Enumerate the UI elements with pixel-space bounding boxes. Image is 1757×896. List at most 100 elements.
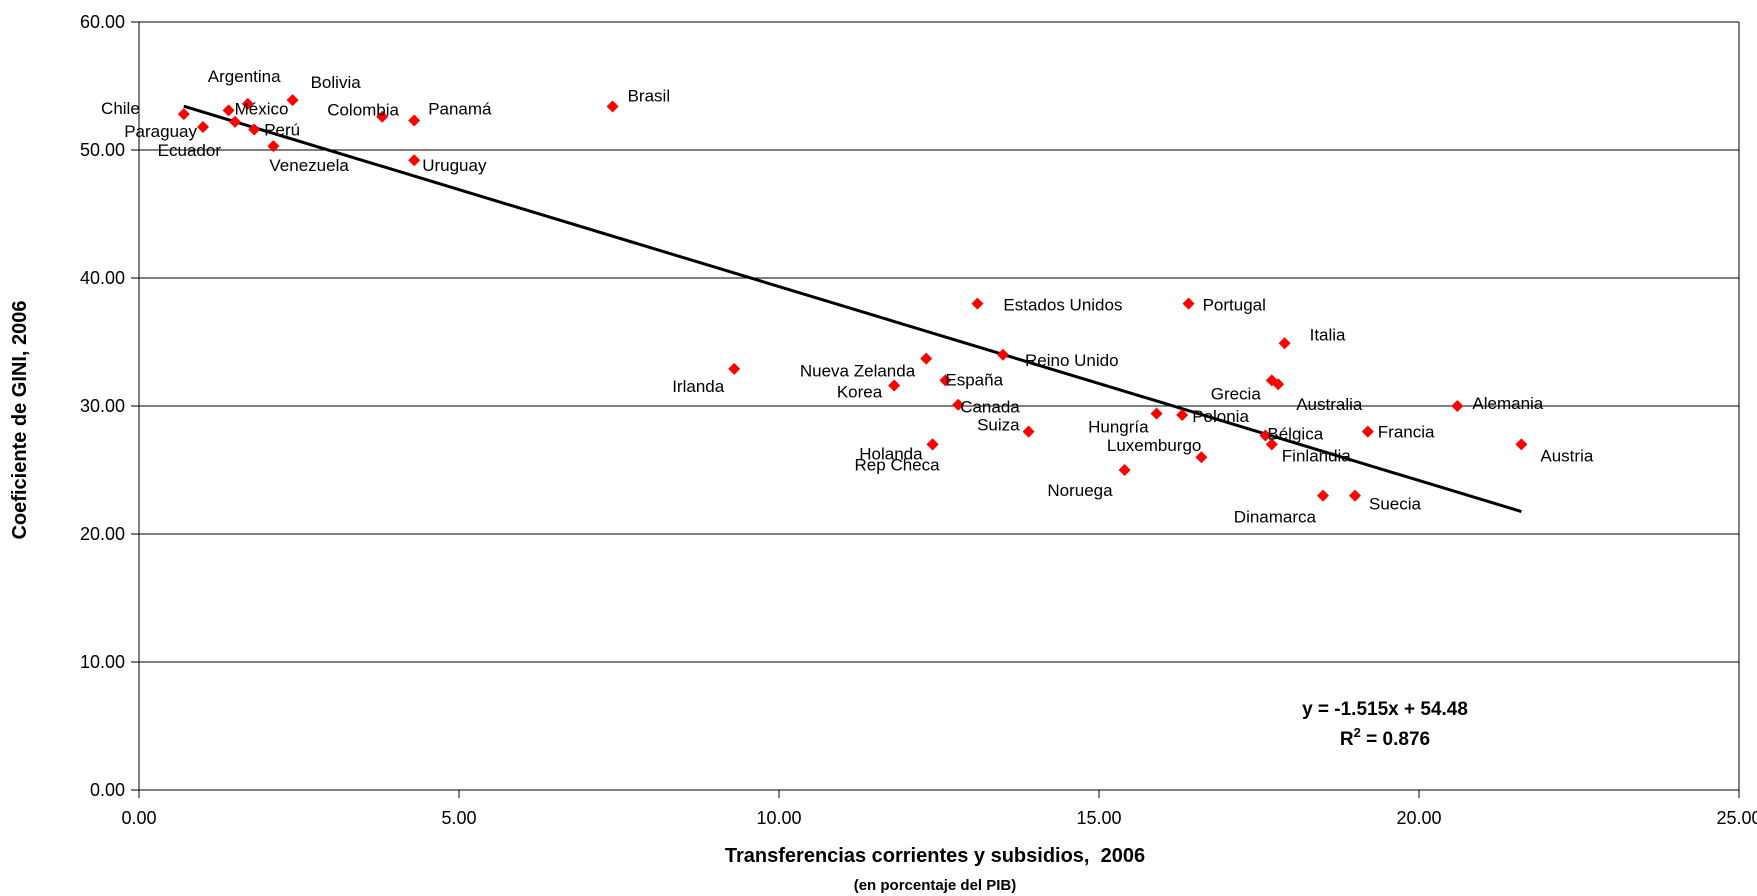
data-point-marker bbox=[1150, 407, 1163, 420]
data-point-label: Irlanda bbox=[672, 377, 725, 396]
data-point-label: Rep Checa bbox=[855, 455, 941, 474]
data-point-label: Austria bbox=[1540, 446, 1593, 465]
data-point-marker bbox=[286, 94, 299, 107]
data-point-label: Reino Unido bbox=[1025, 351, 1119, 370]
data-point-marker bbox=[408, 114, 421, 127]
data-point-label: Holanda bbox=[859, 444, 923, 463]
data-point-marker bbox=[1317, 489, 1329, 502]
data-point-label: Alemania bbox=[1472, 394, 1543, 413]
data-point-label: Paraguay bbox=[124, 122, 197, 141]
x-tick-labels: 0.00 5.00 10.00 15.00 20.00 25.00 bbox=[121, 808, 1757, 828]
data-point-label: Australia bbox=[1296, 395, 1363, 414]
data-point-marker bbox=[1022, 425, 1035, 438]
data-point-label: Venezuela bbox=[269, 156, 349, 175]
y-tick-label: 20.00 bbox=[80, 524, 125, 544]
data-point-label: Estados Unidos bbox=[1003, 296, 1122, 315]
point-labels: Argentina Bolivia Chile México Paraguay Perú E… bbox=[101, 67, 1594, 527]
data-point-label: Korea bbox=[837, 383, 883, 402]
x-tick-label: 15.00 bbox=[1076, 808, 1121, 828]
data-point-marker bbox=[267, 140, 280, 153]
y-tick-label: 10.00 bbox=[80, 652, 125, 672]
data-point-label: Portugal bbox=[1203, 296, 1266, 315]
data-point-marker bbox=[1176, 408, 1189, 421]
y-tick-label: 30.00 bbox=[80, 396, 125, 416]
gridlines bbox=[139, 21, 1739, 663]
data-point-label: Panamá bbox=[428, 100, 492, 119]
r2-exponent: 2 bbox=[1354, 725, 1361, 740]
data-point-marker bbox=[197, 120, 209, 133]
data-point-marker bbox=[606, 100, 619, 113]
data-point-label: Bélgica bbox=[1267, 424, 1323, 443]
data-point-marker bbox=[222, 104, 235, 117]
y-axis-title: Coeficiente de GINI, 2006 bbox=[9, 301, 31, 540]
data-point-marker bbox=[920, 352, 933, 365]
data-points bbox=[177, 94, 1528, 502]
y-tick-label: 60.00 bbox=[80, 12, 125, 32]
r2-symbol: R bbox=[1340, 729, 1354, 750]
data-point-label: Italia bbox=[1310, 325, 1346, 344]
data-point-marker bbox=[1259, 429, 1272, 442]
data-point-marker bbox=[1118, 464, 1131, 476]
data-point-label: Chile bbox=[101, 99, 140, 118]
data-point-marker bbox=[1451, 400, 1464, 412]
x-axis-subtitle: (en porcentaje del PIB) bbox=[854, 877, 1017, 894]
data-point-label: Suiza bbox=[977, 416, 1020, 435]
data-point-marker bbox=[728, 362, 741, 375]
data-point-marker bbox=[926, 438, 939, 451]
x-tick-label: 5.00 bbox=[441, 808, 476, 828]
data-point-marker bbox=[408, 154, 421, 167]
y-tick-label: 50.00 bbox=[80, 140, 125, 160]
data-point-marker bbox=[248, 123, 261, 136]
data-point-marker bbox=[1182, 297, 1195, 310]
data-point-label: Suecia bbox=[1369, 495, 1422, 514]
data-point-marker bbox=[1515, 438, 1528, 451]
data-point-label: Nueva Zelanda bbox=[800, 362, 916, 381]
data-point-label: Dinamarca bbox=[1234, 508, 1317, 527]
y-tick-label: 40.00 bbox=[80, 268, 125, 288]
data-point-marker bbox=[1265, 438, 1278, 451]
r2-value: = 0.876 bbox=[1361, 729, 1430, 750]
x-tick-label: 25.00 bbox=[1716, 808, 1757, 828]
data-point-marker bbox=[177, 108, 190, 121]
trendline-group bbox=[183, 104, 1522, 513]
r-squared: R2 = 0.876 bbox=[1340, 725, 1430, 750]
x-tick-label: 20.00 bbox=[1396, 808, 1441, 828]
data-point-marker bbox=[971, 297, 984, 310]
data-point-label: Finlandia bbox=[1282, 446, 1352, 465]
regression-equation: y = -1.515x + 54.48 bbox=[1302, 699, 1468, 720]
x-tick-label: 10.00 bbox=[756, 808, 801, 828]
data-point-marker bbox=[939, 374, 952, 387]
x-axis-title: Transferencias corrientes y subsidios, 2… bbox=[725, 845, 1145, 867]
data-point-label: Colombia bbox=[327, 101, 399, 120]
data-point-marker bbox=[952, 398, 965, 411]
data-point-label: Noruega bbox=[1047, 481, 1113, 500]
data-point-label: Polonia bbox=[1192, 407, 1249, 426]
data-point-label: México bbox=[235, 99, 289, 118]
data-point-label: Perú bbox=[264, 121, 300, 140]
y-tick-label: 0.00 bbox=[90, 780, 125, 800]
data-point-marker bbox=[1349, 489, 1361, 502]
y-tick-labels: 0.00 10.00 20.00 30.00 40.00 50.00 60.00 bbox=[80, 12, 125, 800]
data-point-marker bbox=[376, 110, 389, 123]
data-point-marker bbox=[997, 348, 1009, 361]
data-point-marker bbox=[1195, 451, 1208, 464]
trendline bbox=[183, 104, 1522, 513]
data-point-label: Canada bbox=[960, 398, 1020, 417]
data-point-marker bbox=[241, 97, 254, 110]
data-point-label: Grecia bbox=[1211, 384, 1262, 403]
data-point-marker bbox=[888, 379, 901, 392]
data-point-marker bbox=[229, 115, 241, 128]
data-point-label: Bolivia bbox=[311, 73, 362, 92]
data-point-marker bbox=[1361, 425, 1374, 438]
data-point-label: Argentina bbox=[208, 67, 281, 86]
data-point-label: Francia bbox=[1378, 423, 1435, 442]
data-point-label: Ecuador bbox=[158, 141, 222, 160]
x-tick-label: 0.00 bbox=[121, 808, 156, 828]
data-point-label: Hungría bbox=[1088, 418, 1149, 437]
data-point-label: Brasil bbox=[628, 86, 671, 105]
data-point-label: Luxemburgo bbox=[1107, 436, 1202, 455]
data-point-marker bbox=[1272, 378, 1285, 391]
axes bbox=[131, 21, 1740, 798]
data-point-label: Uruguay bbox=[422, 156, 487, 175]
